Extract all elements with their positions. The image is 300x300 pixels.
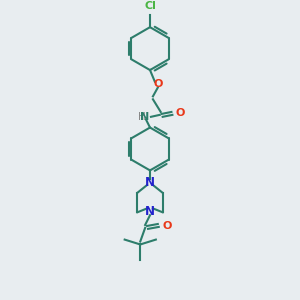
Text: N: N [145, 205, 155, 218]
Text: N: N [140, 112, 149, 122]
Text: Cl: Cl [144, 1, 156, 10]
Text: N: N [145, 176, 155, 189]
Text: O: O [163, 221, 172, 231]
Text: O: O [175, 108, 185, 118]
Text: H: H [138, 112, 146, 122]
Text: O: O [153, 79, 163, 89]
